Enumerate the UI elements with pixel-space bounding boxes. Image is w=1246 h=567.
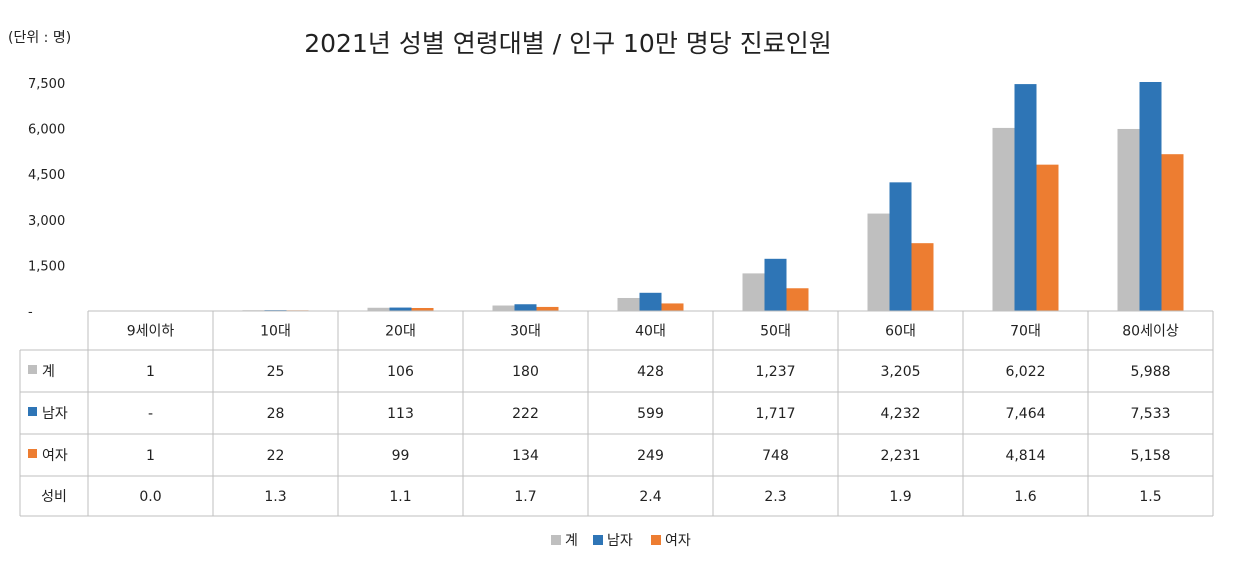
legend-label-남자: 남자 — [607, 533, 633, 549]
data-label: 599 — [637, 406, 664, 422]
data-label: 134 — [512, 448, 539, 464]
row-label-여자: 여자 — [42, 448, 68, 464]
category-label: 60대 — [885, 324, 916, 340]
ratio-label: 2.4 — [639, 489, 661, 505]
data-label: 3,205 — [880, 364, 920, 380]
data-label: 1,717 — [755, 406, 795, 422]
legend-swatch-남자 — [593, 535, 603, 545]
ratio-label: 1.9 — [889, 489, 911, 505]
data-label: 1 — [146, 364, 155, 380]
bar-계-70대 — [992, 127, 1015, 311]
legend-swatch-계 — [551, 535, 561, 545]
category-label: 30대 — [510, 324, 541, 340]
row-label-남자: 남자 — [42, 406, 68, 422]
legend-label-계: 계 — [565, 533, 578, 549]
data-label: 249 — [637, 448, 664, 464]
data-label: 28 — [267, 406, 285, 422]
row-label-ratio: 성비 — [41, 489, 67, 505]
category-label: 20대 — [385, 324, 416, 340]
legend-swatch-여자 — [651, 535, 661, 545]
ratio-label: 2.3 — [764, 489, 786, 505]
bar-계-80세이상 — [1117, 128, 1140, 311]
bar-여자-70대 — [1036, 164, 1059, 311]
bar-여자-20대 — [411, 307, 434, 311]
category-label: 10대 — [260, 324, 291, 340]
legend-key-남자 — [28, 407, 37, 416]
bar-남자-50대 — [764, 258, 787, 311]
data-label: 4,814 — [1005, 448, 1045, 464]
data-label: - — [148, 406, 153, 422]
y-tick-label: 7,500 — [28, 77, 65, 92]
data-label: 99 — [392, 448, 410, 464]
bar-남자-70대 — [1014, 84, 1037, 312]
bar-여자-40대 — [661, 303, 684, 311]
row-label-계: 계 — [42, 364, 55, 380]
y-tick-label: 4,500 — [28, 168, 65, 183]
legend: 계 남자 여자 — [551, 533, 691, 549]
data-label: 106 — [387, 364, 414, 380]
chart-title: 2021년 성별 연령대별 / 인구 10만 명당 진료인원 — [304, 29, 832, 58]
bar-남자-80세이상 — [1139, 81, 1162, 312]
bar-남자-40대 — [639, 292, 662, 311]
bar-여자-30대 — [536, 306, 559, 311]
legend-key-여자 — [28, 449, 37, 458]
bar-여자-60대 — [911, 243, 934, 311]
bar-계-50대 — [742, 273, 765, 311]
ratio-label: 1.5 — [1139, 489, 1161, 505]
data-label: 1,237 — [755, 364, 795, 380]
data-label: 4,232 — [880, 406, 920, 422]
category-label: 50대 — [760, 324, 791, 340]
bar-여자-80세이상 — [1161, 154, 1184, 311]
y-tick-label: 3,000 — [28, 214, 65, 229]
bars — [117, 81, 1184, 312]
data-label: 748 — [762, 448, 789, 464]
data-label: 7,464 — [1005, 406, 1045, 422]
bar-남자-30대 — [514, 304, 537, 311]
data-label: 5,158 — [1130, 448, 1170, 464]
y-tick-label: 1,500 — [28, 259, 65, 274]
category-label: 9세이하 — [127, 324, 175, 340]
ratio-label: 0.0 — [139, 489, 161, 505]
bar-계-40대 — [617, 297, 640, 311]
data-label: 5,988 — [1130, 364, 1170, 380]
y-tick-label: - — [28, 305, 33, 320]
ratio-label: 1.7 — [514, 489, 536, 505]
bar-남자-60대 — [889, 182, 912, 311]
data-label: 6,022 — [1005, 364, 1045, 380]
data-label: 7,533 — [1130, 406, 1170, 422]
bar-남자-20대 — [389, 307, 412, 311]
data-label: 222 — [512, 406, 539, 422]
data-label: 22 — [267, 448, 285, 464]
bar-계-60대 — [867, 213, 890, 311]
data-label: 1 — [146, 448, 155, 464]
ratio-label: 1.1 — [389, 489, 411, 505]
data-label: 180 — [512, 364, 539, 380]
bar-계-20대 — [367, 307, 390, 311]
unit-label: (단위 : 명) — [8, 30, 71, 46]
ratio-label: 1.6 — [1014, 489, 1036, 505]
legend-key-계 — [28, 365, 37, 374]
y-axis: - 1,500 3,000 4,500 6,000 7,500 — [28, 77, 65, 320]
bar-여자-50대 — [786, 288, 809, 311]
data-label: 428 — [637, 364, 664, 380]
data-label: 2,231 — [880, 448, 920, 464]
legend-label-여자: 여자 — [665, 533, 691, 549]
bar-계-30대 — [492, 305, 515, 311]
data-label: 25 — [267, 364, 285, 380]
category-label: 40대 — [635, 324, 666, 340]
y-tick-label: 6,000 — [28, 123, 65, 138]
ratio-label: 1.3 — [264, 489, 286, 505]
category-label: 80세이상 — [1122, 324, 1179, 340]
category-label: 70대 — [1010, 324, 1041, 340]
data-label: 113 — [387, 406, 414, 422]
